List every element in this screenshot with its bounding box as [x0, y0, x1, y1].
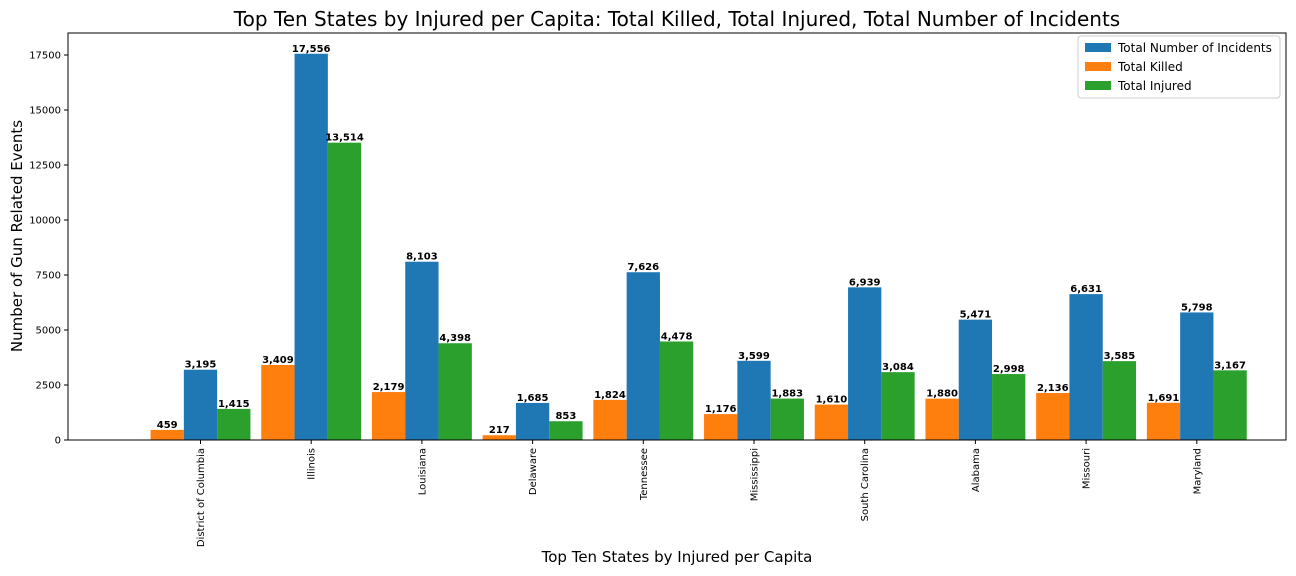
data-label: 4,478	[661, 331, 693, 342]
y-tick-label: 0	[55, 436, 61, 447]
bar-total-number-of-incidents	[405, 261, 439, 440]
data-label: 1,691	[1148, 393, 1180, 404]
x-tick-label: Louisiana	[417, 448, 428, 495]
data-label: 3,585	[1104, 351, 1136, 362]
data-label: 2,179	[373, 382, 405, 393]
bar-total-number-of-incidents	[848, 287, 882, 440]
legend-entry: Total Killed	[1117, 60, 1183, 74]
bar-total-killed	[482, 435, 516, 440]
x-tick-label: Illinois	[307, 448, 318, 480]
bar-total-injured	[438, 343, 472, 440]
data-label: 1,610	[816, 395, 848, 406]
bar-total-injured	[992, 374, 1026, 440]
y-tick-label: 10000	[29, 216, 61, 227]
bar-total-killed	[371, 392, 406, 440]
bar-total-injured	[770, 398, 804, 440]
legend-entry: Total Number of Incidents	[1117, 41, 1272, 55]
bar-total-killed	[704, 414, 738, 440]
bar-total-injured	[549, 421, 583, 440]
bar-total-number-of-incidents	[515, 402, 550, 440]
x-tick-label: Delaware	[528, 448, 539, 495]
data-label: 5,471	[960, 310, 992, 321]
x-tick-label: South Carolina	[860, 448, 871, 521]
bar-total-killed	[1036, 393, 1070, 440]
x-tick-label: Maryland	[1192, 448, 1203, 494]
y-tick-label: 5000	[36, 326, 61, 337]
bar-total-number-of-incidents	[958, 319, 993, 440]
bar-total-injured	[659, 341, 694, 440]
bar-total-killed	[261, 365, 295, 440]
y-axis: 0 2500 5000 7500 10000 12500 15000 17500	[29, 51, 68, 447]
data-label: 1,824	[594, 390, 626, 401]
data-label: 2,136	[1037, 383, 1069, 394]
bar-total-number-of-incidents	[1180, 312, 1214, 440]
y-tick-label: 12500	[29, 161, 61, 172]
data-label: 3,084	[882, 362, 914, 373]
chart-title: Top Ten States by Injured per Capita: To…	[233, 7, 1120, 31]
legend-box	[1077, 35, 1281, 99]
legend: Total Number of Incidents Total Killed Tot…	[1077, 35, 1281, 99]
x-tick-label: Tennessee	[639, 448, 650, 501]
data-label: 1,415	[218, 399, 250, 410]
data-label: 3,599	[738, 351, 770, 362]
data-label: 853	[555, 411, 576, 422]
legend-swatch	[1085, 81, 1111, 90]
data-label: 3,409	[262, 355, 294, 366]
bar-total-number-of-incidents	[626, 272, 660, 440]
bar-total-killed	[593, 399, 627, 440]
data-label: 5,798	[1181, 302, 1213, 313]
data-label: 17,556	[292, 44, 331, 55]
bar-total-killed	[925, 398, 959, 440]
bar-total-number-of-incidents	[183, 369, 218, 440]
data-label: 1,883	[771, 389, 803, 400]
bar-total-killed	[1146, 402, 1181, 440]
data-label: 8,103	[406, 252, 438, 263]
x-axis: District of Columbia Illinois Louisiana Del…	[196, 440, 1203, 547]
bars: 459 3,195 1,415 3,409 17,556 13,514 2,179 8,103…	[150, 44, 1247, 440]
bar-total-number-of-incidents	[737, 360, 771, 440]
legend-swatch	[1085, 62, 1111, 71]
bar-total-injured	[327, 142, 362, 440]
x-tick-label: Missouri	[1082, 448, 1093, 489]
data-label: 3,195	[185, 360, 217, 371]
y-axis-label: Number of Gun Related Events	[8, 120, 26, 352]
data-label: 4,398	[439, 333, 471, 344]
data-label: 2,998	[993, 364, 1025, 375]
bar-total-number-of-incidents	[294, 53, 328, 440]
data-label: 1,176	[705, 404, 737, 415]
legend-swatch	[1085, 43, 1111, 52]
bar-total-number-of-incidents	[1069, 294, 1103, 440]
y-tick-label: 15000	[29, 106, 61, 117]
bar-total-injured	[1102, 361, 1137, 440]
x-tick-label: Mississippi	[750, 448, 761, 501]
bar-total-injured	[217, 408, 251, 440]
y-tick-label: 2500	[36, 381, 61, 392]
data-label: 6,631	[1070, 284, 1102, 295]
data-label: 7,626	[627, 262, 659, 273]
data-label: 13,514	[325, 133, 364, 144]
data-label: 3,167	[1214, 360, 1246, 371]
x-axis-label: Top Ten States by Injured per Capita	[541, 548, 813, 566]
data-label: 6,939	[849, 277, 881, 288]
data-label: 1,685	[517, 393, 549, 404]
x-tick-label: Alabama	[971, 448, 982, 492]
data-label: 1,880	[926, 389, 958, 400]
bar-total-injured	[881, 372, 915, 440]
bar-total-killed	[150, 429, 184, 440]
legend-entry: Total Injured	[1117, 79, 1192, 93]
x-tick-label: District of Columbia	[196, 448, 207, 547]
bar-total-killed	[814, 404, 849, 440]
y-tick-label: 7500	[36, 271, 61, 282]
y-tick-label: 17500	[29, 51, 61, 62]
data-label: 459	[157, 420, 178, 431]
bar-total-injured	[1213, 370, 1247, 440]
plot-frame	[67, 32, 1287, 441]
data-label: 217	[489, 425, 510, 436]
